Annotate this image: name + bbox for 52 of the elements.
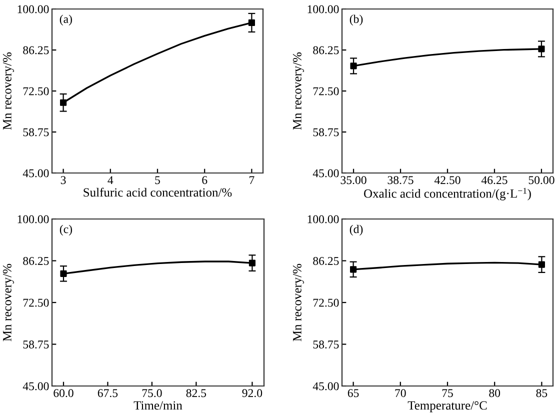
x-tick-label: 3 <box>60 176 66 184</box>
x-tick-label: 75.0 <box>142 389 162 398</box>
y-tick-label: 86.25 <box>23 46 49 54</box>
x-axis-title: Time/min <box>134 401 182 410</box>
y-tick-label: 86.25 <box>313 256 339 266</box>
y-tick-label: 45.00 <box>22 382 49 390</box>
y-tick-label: 100.00 <box>18 215 49 224</box>
x-tick-label: 7 <box>250 176 254 184</box>
x-axis-title: Sulfuric acid concentration/% <box>84 188 232 197</box>
y-axis-title: Mn recovery/% <box>292 264 304 342</box>
x-axis-title: Temperature/°C <box>408 401 487 412</box>
y-axis-title: Mn recovery/% <box>2 52 14 130</box>
x-tick-label: 60.0 <box>54 389 74 398</box>
y-tick-label: 45.00 <box>312 169 339 178</box>
y-tick-label: 100.00 <box>308 5 339 14</box>
y-tick-label: 58.75 <box>313 128 339 136</box>
x-tick-label: 38.75 <box>388 176 414 184</box>
x-tick-label: 80 <box>489 389 500 398</box>
y-tick-label: 58.75 <box>23 128 49 136</box>
x-tick-label: 82.5 <box>186 389 206 398</box>
chart-title: (d) <box>350 224 363 236</box>
y-tick-label: 72.50 <box>313 298 339 307</box>
y-axis-title: Mn recovery/% <box>2 264 14 342</box>
y-tick-label: 86.25 <box>313 46 339 54</box>
x-tick-label: 35.00 <box>340 176 366 184</box>
x-tick-label: 6 <box>202 176 208 184</box>
x-tick-label: 50.00 <box>528 176 554 184</box>
y-tick-label: 45.00 <box>22 169 49 178</box>
y-tick-label: 58.75 <box>23 340 49 349</box>
y-tick-label: 100.00 <box>308 215 339 224</box>
x-tick-label: 46.25 <box>481 176 508 184</box>
x-tick-label: 70 <box>395 389 406 398</box>
x-tick-label: 85 <box>536 389 548 398</box>
x-tick-label: 92.0 <box>242 389 262 398</box>
chart-title: (b) <box>350 14 363 26</box>
y-tick-label: 100.00 <box>18 5 49 14</box>
x-tick-label: 4 <box>108 176 114 184</box>
x-axis-title: Oxalic acid concentration/(g·L$^{−1}$) <box>364 188 531 200</box>
y-tick-label: 72.50 <box>23 87 49 96</box>
y-tick-label: 72.50 <box>313 87 339 96</box>
x-tick-label: 75 <box>442 389 453 398</box>
chart-title: (c) <box>60 224 72 236</box>
chart-title: (a) <box>60 14 72 26</box>
y-tick-label: 86.25 <box>23 256 49 266</box>
x-tick-label: 5 <box>155 176 160 184</box>
x-tick-label: 67.5 <box>98 389 118 398</box>
y-tick-label: 45.00 <box>312 382 339 390</box>
x-tick-label: 42.50 <box>434 176 460 184</box>
x-tick-label: 65 <box>348 389 359 398</box>
y-axis-title: Mn recovery/% <box>292 52 304 130</box>
y-tick-label: 58.75 <box>313 340 339 349</box>
y-tick-label: 72.50 <box>23 298 49 307</box>
